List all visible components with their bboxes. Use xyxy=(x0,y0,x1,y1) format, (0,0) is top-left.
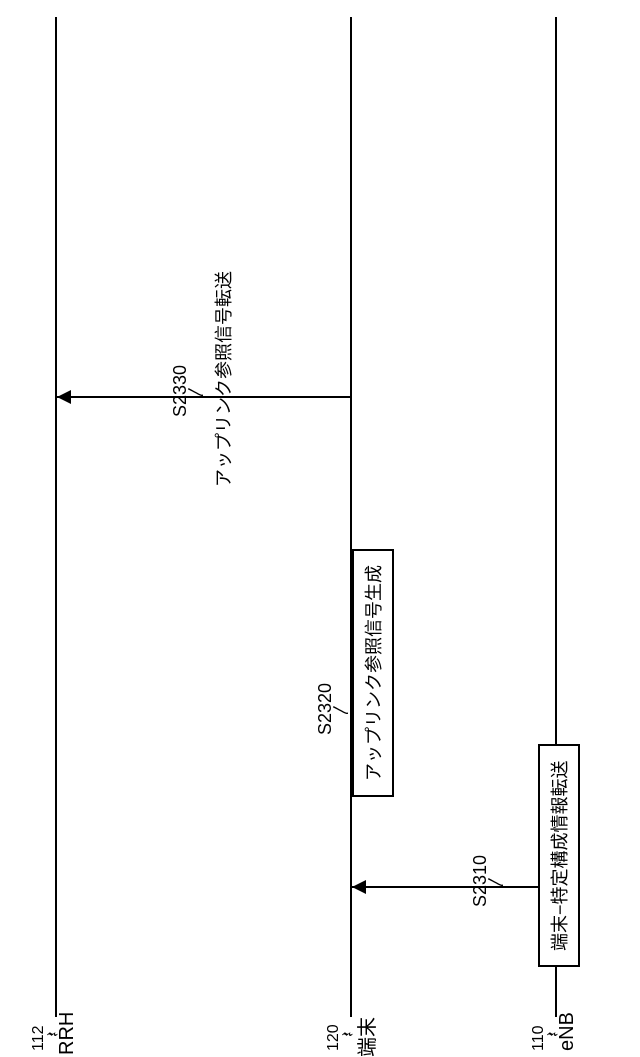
arrow-s2310 xyxy=(352,886,538,888)
diagram-inner: 110 𝄽 eNB 120 𝄽 端末 112 𝄽 RRH S2310 〳 端末−… xyxy=(0,0,640,1057)
step-id-text: S2320 xyxy=(315,683,335,735)
label-s2330: アップリンク参照信号転送 xyxy=(210,271,236,487)
lifeline-id-rrh: 112 𝄽 xyxy=(30,1025,48,1051)
lifeline-id-enb: 110 𝄽 xyxy=(530,1025,548,1051)
lifeline-id-ue: 120 𝄽 xyxy=(325,1024,343,1051)
sequence-diagram: 110 𝄽 eNB 120 𝄽 端末 112 𝄽 RRH S2310 〳 端末−… xyxy=(0,417,640,1057)
lifeline-label-rrh: RRH xyxy=(56,1012,79,1055)
leader-wave: 〳 xyxy=(493,855,501,907)
step-id-s2310: S2310 〳 xyxy=(470,855,501,907)
lifeline-id-text: 120 xyxy=(325,1024,342,1051)
lifeline-label-enb: eNB xyxy=(556,1012,579,1051)
lifeline-id-text: 112 xyxy=(30,1025,47,1051)
step-id-text: S2310 xyxy=(470,855,490,907)
box-s2320: アップリンク参照信号生成 xyxy=(352,549,394,797)
lifeline-ue xyxy=(350,17,352,1017)
step-id-s2320: S2320 〳 xyxy=(315,683,346,735)
arrow-head-s2330 xyxy=(57,390,71,404)
leader-wave: 〳 xyxy=(193,365,201,417)
step-id-text: S2330 xyxy=(170,365,190,417)
box-text: 端末−特定構成情報転送 xyxy=(550,760,570,951)
box-text: アップリンク参照信号生成 xyxy=(364,565,384,781)
leader-wave: 〳 xyxy=(338,683,346,735)
step-id-s2330: S2330 〳 xyxy=(170,365,201,417)
box-s2310: 端末−特定構成情報転送 xyxy=(538,744,580,967)
lifeline-id-text: 110 xyxy=(530,1025,547,1051)
arrow-head-s2310 xyxy=(352,880,366,894)
lifeline-label-ue: 端末 xyxy=(351,1017,380,1057)
lifeline-rrh xyxy=(55,17,57,1017)
